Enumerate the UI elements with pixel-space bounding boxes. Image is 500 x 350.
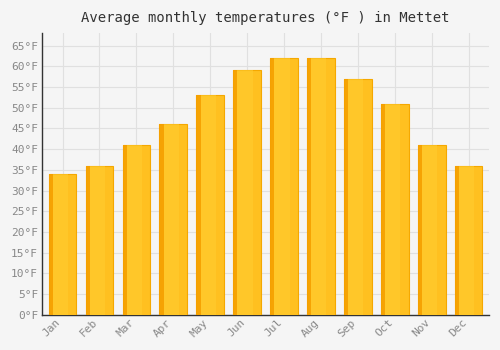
Bar [86,166,114,315]
Bar [344,79,372,315]
Bar [126,145,142,315]
Bar [234,70,261,315]
Bar [53,174,68,315]
Bar [307,58,335,315]
Bar [312,58,326,315]
Bar [307,58,312,315]
Bar [274,58,289,315]
Bar [381,104,408,315]
Bar [48,174,53,315]
Bar [160,124,187,315]
Bar [122,145,150,315]
Bar [164,124,179,315]
Bar [86,166,90,315]
Bar [48,174,76,315]
Bar [459,166,474,315]
Bar [270,58,274,315]
Bar [238,70,252,315]
Bar [454,166,459,315]
Bar [122,145,126,315]
Bar [196,95,200,315]
Bar [385,104,400,315]
Bar [200,95,216,315]
Bar [344,79,348,315]
Bar [348,79,364,315]
Bar [418,145,422,315]
Bar [196,95,224,315]
Bar [418,145,446,315]
Title: Average monthly temperatures (°F ) in Mettet: Average monthly temperatures (°F ) in Me… [82,11,450,25]
Bar [454,166,482,315]
Bar [381,104,385,315]
Bar [90,166,105,315]
Bar [160,124,164,315]
Bar [234,70,237,315]
Bar [270,58,298,315]
Bar [422,145,437,315]
